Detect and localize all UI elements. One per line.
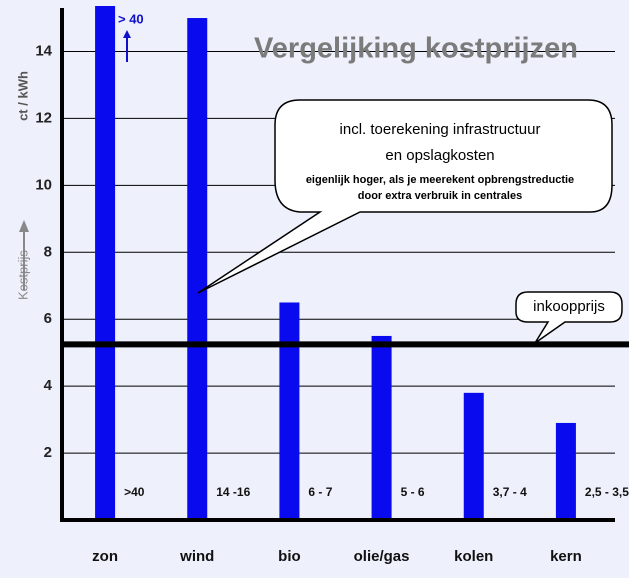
x-tick-label: bio bbox=[278, 548, 301, 565]
x-tick-label: kolen bbox=[454, 548, 493, 565]
bar bbox=[555, 422, 576, 520]
bar bbox=[279, 302, 300, 520]
chart-title: Vergelijking kostprijzen bbox=[254, 33, 578, 65]
value-label: 14 -16 bbox=[216, 485, 250, 499]
value-label: 3,7 - 4 bbox=[493, 485, 527, 499]
x-tick-label: kern bbox=[550, 548, 582, 565]
y-tick-label: 2 bbox=[44, 444, 52, 461]
y-tick-label: 4 bbox=[44, 377, 53, 394]
y-tick-label: 12 bbox=[35, 109, 52, 126]
arrow-head bbox=[123, 30, 131, 38]
value-label: 2,5 - 3,5 bbox=[585, 485, 629, 499]
bar bbox=[187, 18, 208, 520]
bar bbox=[95, 6, 116, 521]
callout-text: en opslagkosten bbox=[385, 147, 494, 164]
callout-bubble bbox=[197, 99, 613, 294]
reference-label: inkoopprijs bbox=[533, 298, 605, 315]
callout-text: eigenlijk hoger, als je meerekent opbren… bbox=[306, 174, 574, 186]
bar bbox=[371, 335, 392, 520]
x-tick-label: zon bbox=[92, 548, 118, 565]
annotation: > 40 bbox=[118, 11, 144, 26]
y-unit: ct / kWh bbox=[15, 71, 30, 121]
callout-text: incl. toerekening infrastructuur bbox=[340, 121, 541, 138]
value-label: 5 - 6 bbox=[401, 485, 425, 499]
y-tick-label: 8 bbox=[44, 243, 52, 260]
bar bbox=[463, 392, 484, 520]
x-tick-label: wind bbox=[179, 548, 214, 565]
x-tick-label: olie/gas bbox=[354, 548, 410, 565]
y-tick-label: 6 bbox=[44, 310, 52, 327]
y-axis-title: Kostprijs ct / kWh bbox=[15, 71, 30, 300]
value-label: >40 bbox=[124, 485, 145, 499]
bars bbox=[95, 6, 576, 521]
value-label: 6 - 7 bbox=[308, 485, 332, 499]
off-scale-note: > 40 bbox=[118, 11, 144, 62]
callout-text: door extra verbruik in centrales bbox=[358, 190, 522, 202]
y-tick-label: 14 bbox=[35, 42, 52, 59]
y-label: Kostprijs bbox=[15, 250, 30, 300]
y-tick-label: 10 bbox=[35, 176, 52, 193]
y-arrow-head bbox=[19, 220, 29, 232]
reference-callout bbox=[515, 291, 623, 344]
